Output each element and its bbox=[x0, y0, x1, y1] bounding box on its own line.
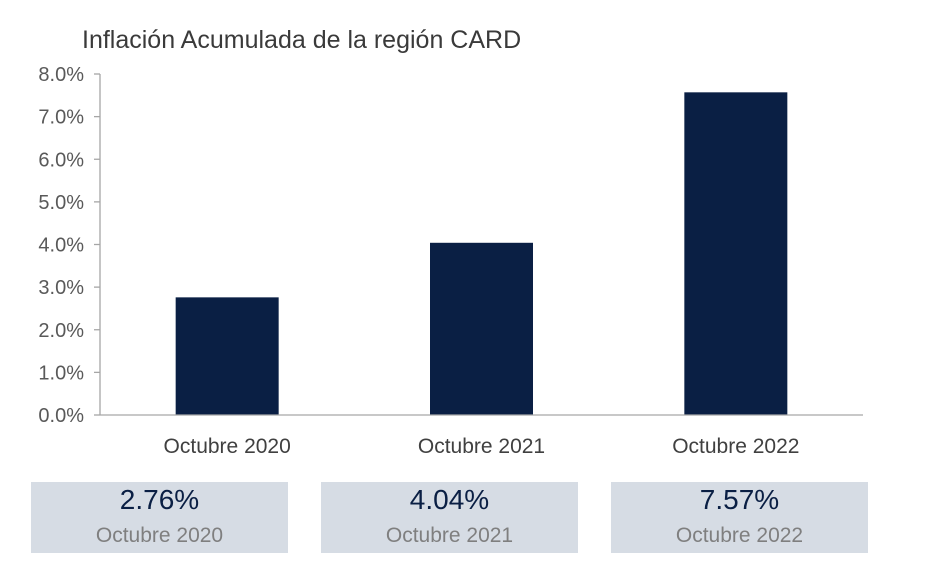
y-tick-label: 4.0% bbox=[38, 235, 84, 257]
x-tick-label: Octubre 2021 bbox=[418, 435, 545, 458]
y-tick-label: 2.0% bbox=[38, 320, 84, 342]
summary-value: 7.57% bbox=[699, 484, 780, 515]
y-tick-label: 0.0% bbox=[38, 405, 84, 427]
y-tick-label: 3.0% bbox=[38, 277, 84, 299]
bar bbox=[684, 92, 788, 416]
y-tick-label: 1.0% bbox=[38, 362, 84, 384]
y-tick-label: 8.0% bbox=[38, 64, 84, 86]
summary-card-2022: 7.57% Octubre 2022 bbox=[611, 482, 868, 553]
bar bbox=[175, 297, 279, 415]
summary-label: Octubre 2020 bbox=[95, 524, 224, 547]
summary-card-2021: 4.04% Octubre 2021 bbox=[321, 482, 578, 553]
bar bbox=[430, 242, 533, 415]
chart-title: Inflación Acumulada de la región CARD bbox=[82, 26, 522, 54]
summary-label: Octubre 2021 bbox=[385, 524, 514, 547]
x-tick-label: Octubre 2020 bbox=[164, 435, 291, 458]
summary-card-2020: 2.76% Octubre 2020 bbox=[31, 482, 288, 553]
bar-chart: 0.0% 1.0% 2.0% 3.0% 4.0% 5.0% 6.0% 7.0% 8.0% Octu… bbox=[38, 64, 863, 458]
summary-value: 4.04% bbox=[409, 484, 490, 515]
x-tick-label: Octubre 2022 bbox=[672, 435, 799, 458]
y-tick-label: 6.0% bbox=[38, 149, 84, 171]
y-tick-label: 5.0% bbox=[38, 192, 84, 214]
summary-value: 2.76% bbox=[119, 484, 200, 515]
y-tick-label: 7.0% bbox=[38, 107, 84, 129]
summary-label: Octubre 2022 bbox=[675, 524, 804, 547]
